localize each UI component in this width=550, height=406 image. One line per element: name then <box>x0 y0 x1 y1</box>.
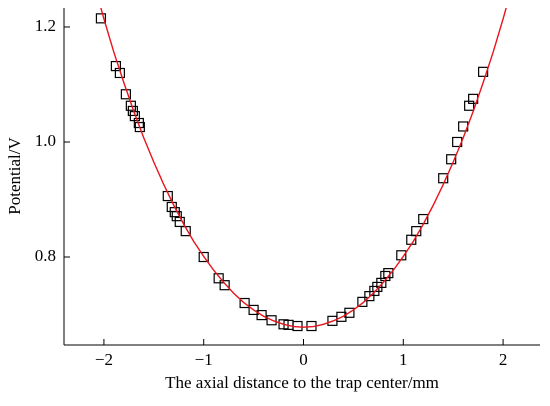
plot-area <box>95 8 507 332</box>
data-point <box>438 173 449 184</box>
data-point <box>248 304 259 316</box>
fit-curve <box>100 8 507 328</box>
data-point <box>478 66 489 77</box>
data-point <box>219 280 230 291</box>
data-point <box>213 273 224 284</box>
x-tick-label: −2 <box>95 350 113 369</box>
x-tick-label: −1 <box>195 350 213 369</box>
data-point <box>198 251 209 263</box>
y-tick-label: 0.8 <box>35 246 56 265</box>
data-point <box>95 13 107 24</box>
data-point <box>134 121 145 133</box>
data-point <box>127 105 138 117</box>
data-point <box>446 154 457 165</box>
data-point <box>357 296 368 307</box>
y-tick-label: 1.0 <box>35 131 56 150</box>
x-tick-label: 1 <box>399 350 408 369</box>
data-point <box>239 297 250 309</box>
data-point <box>383 268 394 279</box>
x-tick-label: 2 <box>499 350 508 369</box>
data-point <box>266 315 277 326</box>
x-tick-label: 0 <box>299 350 308 369</box>
data-point <box>256 309 267 321</box>
y-tick-label: 1.2 <box>35 16 56 35</box>
data-point <box>344 307 355 318</box>
y-axis-label: Potential/V <box>5 137 24 215</box>
x-axis-label: The axial distance to the trap center/mm <box>165 373 439 392</box>
